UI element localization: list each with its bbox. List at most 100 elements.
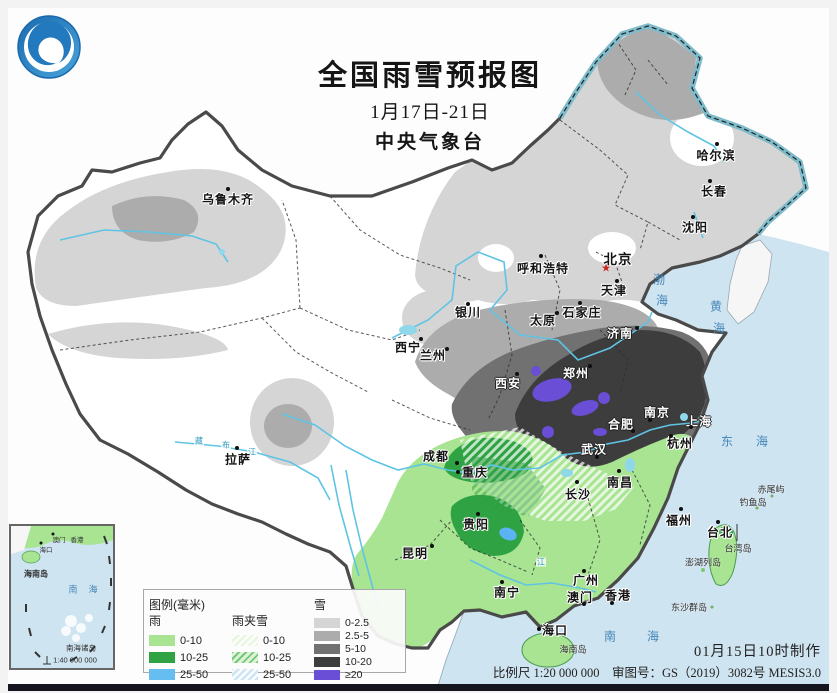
legend-column-header: 雪 [314, 598, 327, 612]
river-label: 江 [536, 557, 546, 567]
province-borders [59, 39, 681, 576]
legend-range-label: 0-2.5 [345, 616, 369, 629]
city-label: 广州 [572, 573, 600, 588]
city-dot [235, 446, 239, 450]
sea-label: 渤 [652, 272, 666, 287]
city-label: 呼和浩特 [516, 261, 570, 276]
taiwan-island [701, 524, 738, 586]
legend-column-header: 雨夹雪 [232, 614, 269, 628]
legend-row: ≥20 [314, 668, 372, 681]
city-label: 郑州 [562, 366, 590, 381]
legend-row: 0-10 [149, 632, 208, 649]
legend-row: 25-50 [149, 666, 208, 683]
legend-range-label: ≥20 [345, 668, 363, 681]
legend-row: 5-10 [314, 642, 372, 655]
city-label: 武汉 [580, 442, 608, 457]
legend-range-label: 0-10 [180, 634, 203, 647]
capital-star-icon: ★ [601, 262, 611, 275]
city-dot [500, 580, 504, 584]
city-label: 重庆 [461, 465, 489, 480]
inset-map [11, 526, 113, 665]
legend-box: 图例(毫米) 雨 0-10 10-25 25-50 雨夹雪 0-10 10-25 25-50… [143, 589, 406, 681]
legend-snow-column: 雪 0-2.5 2.5-5 5-10 10-20 ≥20 [314, 596, 372, 681]
city-dot [456, 470, 460, 474]
city-dot [226, 187, 230, 191]
city-dot [610, 601, 614, 605]
city-dot [582, 602, 586, 606]
precipitation-regions [34, 26, 806, 648]
inset-sea-char-2: 海 [88, 584, 98, 595]
island-label: 赤尾屿 [757, 484, 785, 495]
legend-column-header: 雨 [149, 614, 162, 628]
river-label: 江 [247, 447, 257, 457]
cma-logo [17, 15, 81, 79]
legend-swatch [149, 635, 175, 646]
city-label: 沈阳 [681, 220, 709, 235]
river-label: 藏 [194, 436, 204, 446]
city-dot [582, 569, 586, 573]
city-dot [588, 364, 592, 368]
city-label: 成都 [422, 449, 450, 464]
lakes [219, 249, 688, 477]
city-label: 长春 [700, 184, 728, 199]
city-dot [669, 434, 673, 438]
city-dot [595, 455, 599, 459]
city-dot [476, 512, 480, 516]
legend-row: 10-25 [149, 649, 208, 666]
inset-haikou-label: 海口 [39, 547, 53, 554]
city-dot [515, 372, 519, 376]
legend-range-label: 10-20 [345, 655, 372, 668]
city-label: 南宁 [493, 585, 521, 600]
legend-swatch [232, 669, 258, 680]
legend-range-label: 0-10 [263, 634, 286, 647]
legend-range-label: 2.5-5 [345, 629, 369, 642]
city-dot [648, 418, 652, 422]
city-label: 南昌 [606, 475, 634, 490]
korea-peninsula [726, 239, 773, 325]
map-date-range: 1月17日-21日 [370, 102, 490, 123]
city-dot [715, 142, 719, 146]
legend-range-label: 5-10 [345, 642, 367, 655]
city-dot [539, 254, 543, 258]
city-dot [679, 507, 683, 511]
legend-header: 图例(毫米) [149, 598, 205, 612]
city-label: 长沙 [564, 487, 592, 502]
sea-label: 海 [712, 321, 726, 336]
inset-sea-char-1: 南 [68, 584, 78, 595]
city-dot [708, 179, 712, 183]
legend-swatch [232, 635, 258, 646]
legend-swatch [232, 652, 258, 663]
nine-dash-line [25, 535, 112, 662]
city-label: 哈尔滨 [696, 148, 736, 163]
city-dot [537, 627, 541, 631]
legend-range-label: 25-50 [180, 668, 209, 681]
map-scale-label: 比例尺 1:20 000 000 审图号：GS（2019）3082号 MESIS… [492, 666, 821, 680]
city-label: 银川 [454, 305, 482, 320]
city-dot [716, 520, 720, 524]
legend-range-label: 25-50 [263, 668, 292, 681]
city-dot [455, 461, 459, 465]
city-label: 兰州 [419, 348, 447, 363]
inset-reefs [61, 614, 93, 642]
city-dot [615, 279, 619, 283]
inset-hainan-label: 海南岛 [24, 569, 48, 579]
legend-range-label: 10-25 [180, 651, 209, 664]
city-label: 石家庄 [562, 305, 602, 320]
city-label: 北京 [603, 252, 633, 267]
sea-label: 黄 [709, 299, 723, 314]
sea-label: 东 [720, 434, 734, 449]
sea-label: 海 [755, 434, 769, 449]
south-china-sea-inset: 澳门 香港 海口 海南岛 南 海 南海诸岛 1:40 000 000 [9, 524, 115, 670]
china-border [26, 24, 808, 650]
legend-sleet-column: 雨夹雪 0-10 10-25 25-50 [232, 612, 291, 683]
island-label: 台湾岛 [724, 543, 752, 554]
legend-swatch [314, 630, 340, 641]
map-agency: 中央气象台 [374, 132, 485, 153]
legend-rain-column: 雨 0-10 10-25 25-50 [149, 612, 208, 683]
legend-row: 0-2.5 [314, 616, 372, 629]
island-label: 海南岛 [559, 644, 587, 655]
legend-swatch [314, 643, 340, 654]
sea-label: 海 [655, 293, 669, 308]
